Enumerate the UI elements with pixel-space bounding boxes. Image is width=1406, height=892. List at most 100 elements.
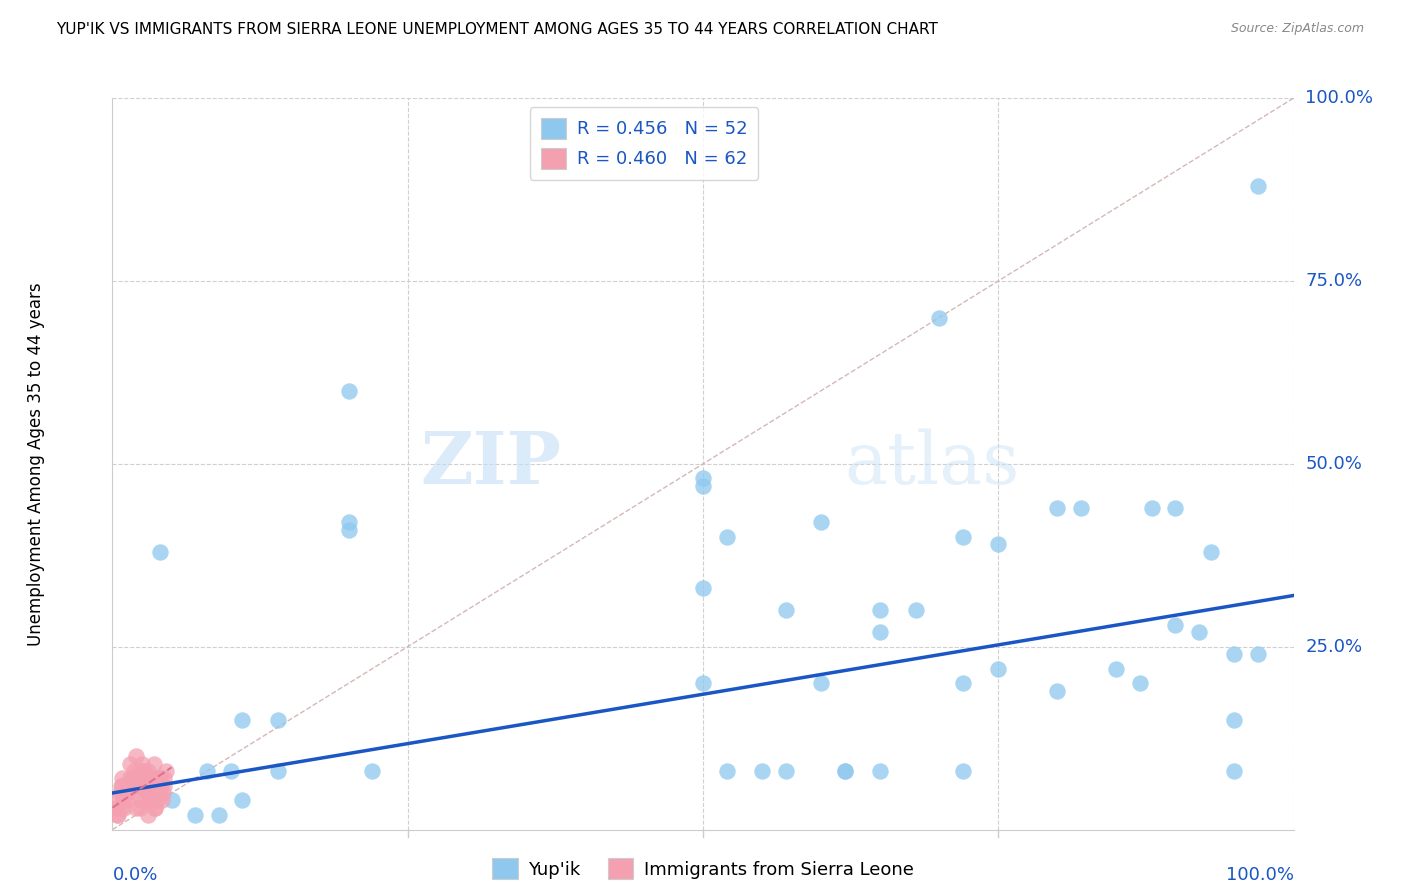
Point [112, 786, 135, 800]
Point [115, 793, 138, 807]
Point [143, 800, 166, 814]
Point [775, 764, 797, 778]
Point [692, 581, 714, 595]
Point [127, 779, 149, 793]
Point [127, 779, 149, 793]
Point [195, 764, 218, 778]
Point [152, 786, 174, 800]
Text: YUP'IK VS IMMIGRANTS FROM SIERRA LEONE UNEMPLOYMENT AMONG AGES 35 TO 44 YEARS CO: YUP'IK VS IMMIGRANTS FROM SIERRA LEONE U… [56, 22, 938, 37]
Point [1247, 178, 1270, 193]
Point [150, 793, 173, 807]
Point [127, 772, 149, 786]
Point [142, 786, 165, 800]
Text: 100.0%: 100.0% [1305, 89, 1374, 107]
Point [952, 530, 974, 544]
Point [904, 603, 927, 617]
Point [184, 808, 207, 822]
Point [1199, 544, 1222, 558]
Point [114, 786, 136, 800]
Text: 0.0%: 0.0% [112, 866, 157, 884]
Point [111, 772, 134, 786]
Point [160, 793, 183, 807]
Point [131, 764, 153, 778]
Point [141, 772, 163, 786]
Point [1140, 500, 1163, 515]
Text: 75.0%: 75.0% [1305, 272, 1362, 290]
Point [149, 544, 172, 558]
Point [834, 764, 856, 778]
Point [1046, 683, 1069, 698]
Point [952, 764, 974, 778]
Point [952, 676, 974, 690]
Point [987, 537, 1010, 551]
Point [208, 808, 231, 822]
Point [111, 779, 134, 793]
Point [692, 676, 714, 690]
Point [115, 786, 138, 800]
Point [1105, 662, 1128, 676]
Point [1247, 647, 1270, 661]
Point [146, 793, 169, 807]
Point [1223, 647, 1246, 661]
Point [135, 779, 157, 793]
Point [121, 772, 143, 786]
Point [1223, 764, 1246, 778]
Point [117, 786, 139, 800]
Point [987, 662, 1010, 676]
Point [112, 800, 135, 814]
Text: atlas: atlas [845, 428, 1021, 500]
Point [361, 764, 384, 778]
Point [153, 772, 176, 786]
Point [112, 793, 135, 807]
Point [122, 772, 145, 786]
Point [692, 479, 714, 493]
Point [928, 310, 950, 325]
Point [153, 779, 176, 793]
Point [120, 779, 142, 793]
Point [1129, 676, 1152, 690]
Point [125, 800, 148, 814]
Point [110, 779, 132, 793]
Point [108, 786, 131, 800]
Point [1223, 713, 1246, 727]
Point [267, 764, 290, 778]
Point [105, 800, 128, 814]
Point [1046, 500, 1069, 515]
Point [716, 530, 738, 544]
Point [337, 516, 360, 530]
Point [810, 516, 832, 530]
Point [120, 756, 142, 771]
Point [131, 756, 153, 771]
Point [107, 793, 129, 807]
Point [110, 800, 132, 814]
Point [716, 764, 738, 778]
Point [125, 749, 148, 764]
Point [1164, 617, 1187, 632]
Point [118, 779, 141, 793]
Point [135, 772, 157, 786]
Point [834, 764, 856, 778]
Point [135, 786, 157, 800]
Point [155, 764, 177, 778]
Point [267, 713, 290, 727]
Point [138, 786, 160, 800]
Text: ZIP: ZIP [420, 428, 561, 500]
Point [105, 808, 128, 822]
Point [219, 764, 242, 778]
Point [1188, 625, 1211, 640]
Point [148, 786, 170, 800]
Point [139, 793, 162, 807]
Point [122, 764, 145, 778]
Point [132, 793, 155, 807]
Text: 25.0%: 25.0% [1305, 638, 1362, 656]
Point [751, 764, 773, 778]
Point [136, 808, 159, 822]
Point [810, 676, 832, 690]
Point [231, 793, 253, 807]
Point [692, 471, 714, 485]
Point [134, 764, 156, 778]
Point [1070, 500, 1092, 515]
Point [145, 772, 167, 786]
Point [869, 625, 891, 640]
Text: Unemployment Among Ages 35 to 44 years: Unemployment Among Ages 35 to 44 years [27, 282, 45, 646]
